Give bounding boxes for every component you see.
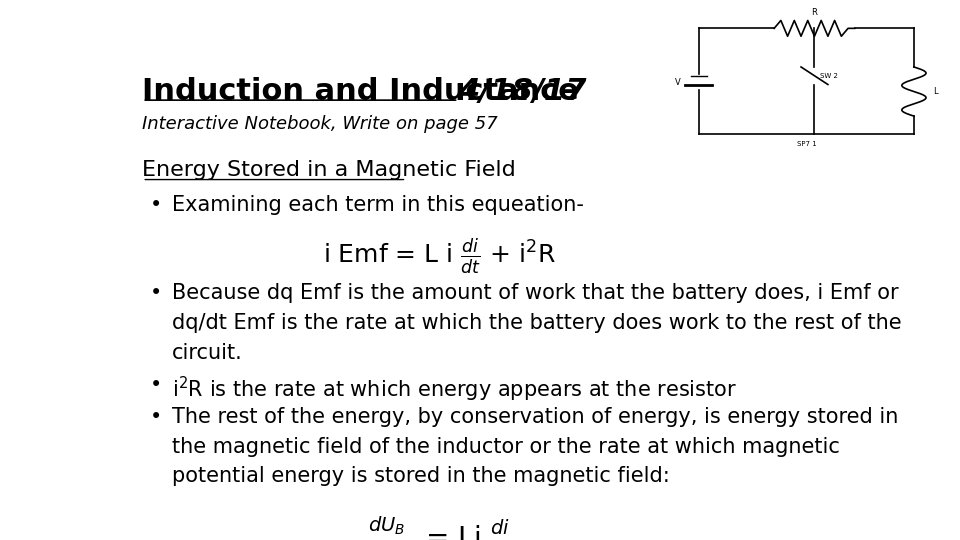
- Text: Energy Stored in a Magnetic Field: Energy Stored in a Magnetic Field: [142, 160, 516, 180]
- Text: L: L: [933, 87, 937, 96]
- Text: potential energy is stored in the magnetic field:: potential energy is stored in the magnet…: [172, 467, 670, 487]
- Text: the magnetic field of the inductor or the rate at which magnetic: the magnetic field of the inductor or th…: [172, 436, 840, 456]
- Text: dq/dt Emf is the rate at which the battery does work to the rest of the: dq/dt Emf is the rate at which the batte…: [172, 313, 901, 333]
- Text: •: •: [150, 375, 162, 395]
- Text: SW 2: SW 2: [820, 73, 838, 79]
- Text: i$^2$R is the rate at which energy appears at the resistor: i$^2$R is the rate at which energy appea…: [172, 375, 737, 404]
- Text: Interactive Notebook, Write on page 57: Interactive Notebook, Write on page 57: [142, 114, 498, 133]
- Text: •: •: [150, 407, 162, 427]
- Text: Induction and Inductance: Induction and Inductance: [142, 77, 589, 106]
- Text: R: R: [811, 8, 817, 17]
- Text: The rest of the energy, by conservation of energy, is energy stored in: The rest of the energy, by conservation …: [172, 407, 899, 427]
- Text: circuit.: circuit.: [172, 342, 243, 362]
- Text: SP7 1: SP7 1: [797, 141, 816, 147]
- Text: $\frac{dU_B}{dt}$  = Li $\frac{di}{dt}$: $\frac{dU_B}{dt}$ = Li $\frac{di}{dt}$: [368, 514, 512, 540]
- Text: i Emf = L i $\frac{di}{dt}$ + i$^2$R: i Emf = L i $\frac{di}{dt}$ + i$^2$R: [324, 236, 557, 276]
- Text: •: •: [150, 282, 162, 303]
- Text: •: •: [150, 194, 162, 214]
- Text: V: V: [675, 78, 681, 87]
- Text: Examining each term in this equeation-: Examining each term in this equeation-: [172, 194, 584, 214]
- Text: 4/18/17: 4/18/17: [459, 77, 587, 106]
- Text: Because dq Emf is the amount of work that the battery does, i Emf or: Because dq Emf is the amount of work tha…: [172, 282, 899, 303]
